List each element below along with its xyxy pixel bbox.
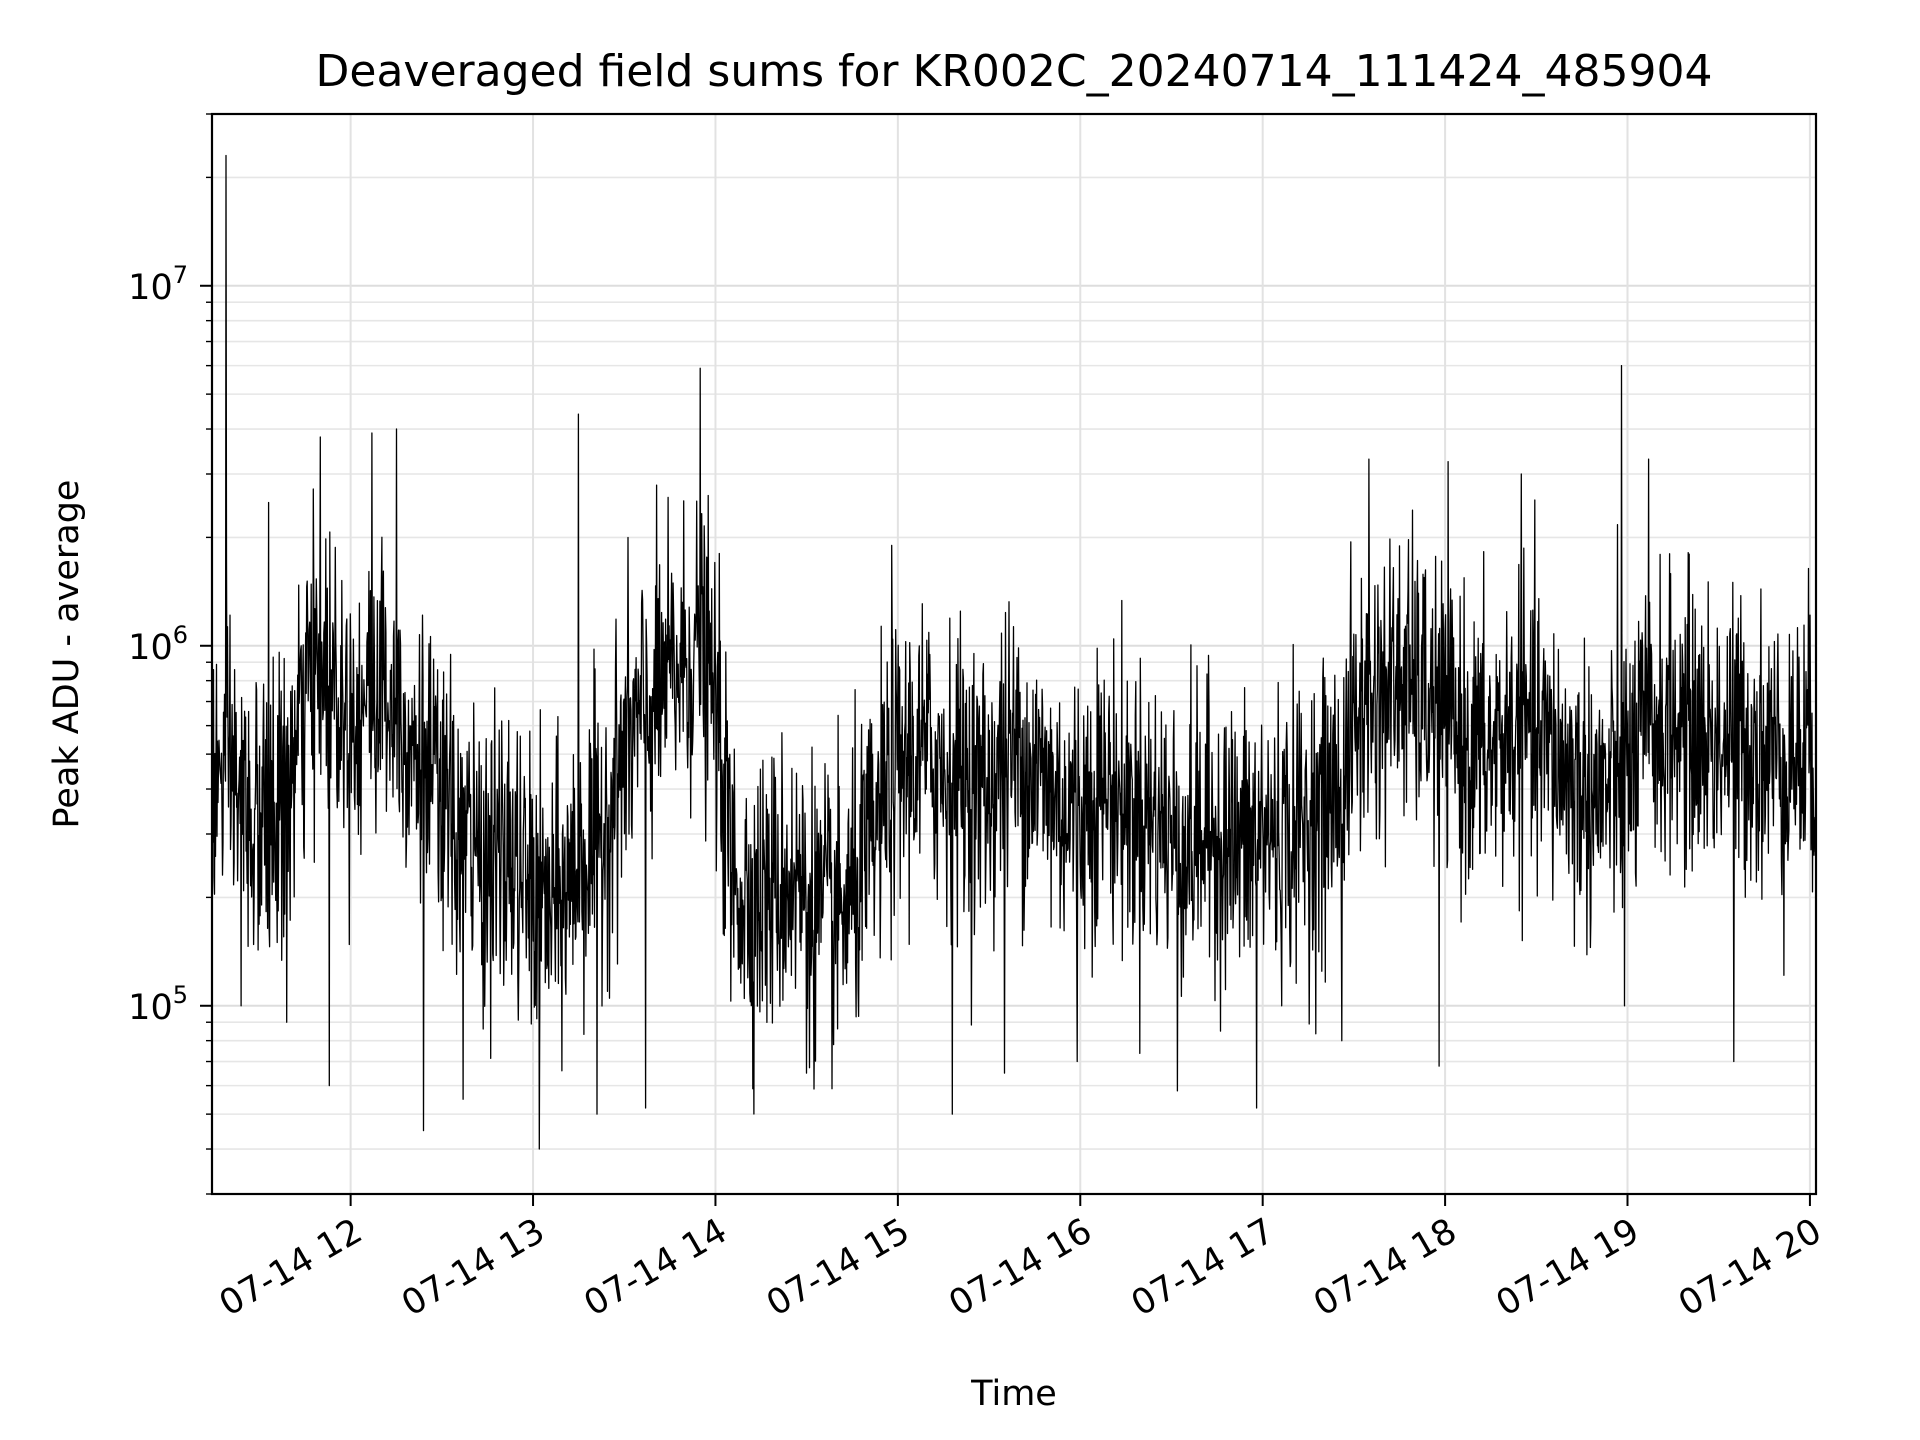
y-tick-label: 106: [128, 621, 188, 668]
series-line: [211, 154, 1817, 1150]
x-axis-title: Time: [970, 1374, 1057, 1414]
chart-title: Deaveraged field sums for KR002C_2024071…: [316, 46, 1713, 97]
y-tick-label: 105: [128, 981, 188, 1028]
data-series: [211, 154, 1817, 1150]
plot-area-frame: [210, 112, 1818, 1196]
y-tick-label: 107: [128, 261, 188, 308]
y-axis-title: Peak ADU - average: [47, 480, 87, 829]
